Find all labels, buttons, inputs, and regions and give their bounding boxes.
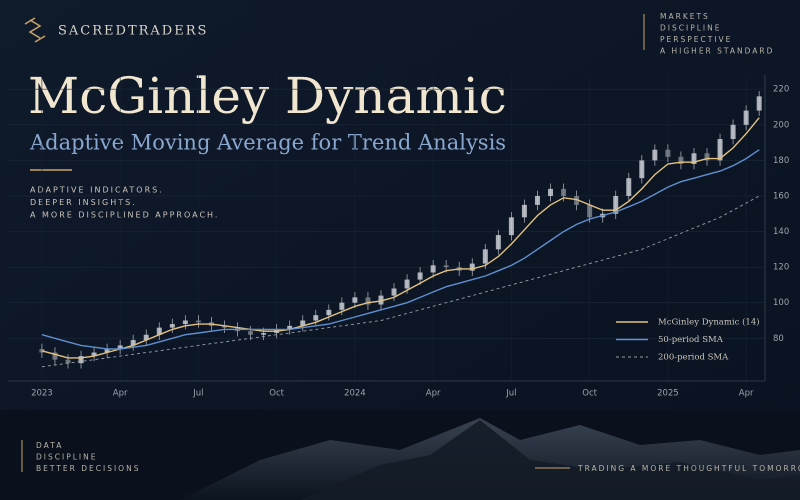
footer-tagline: TRADING A MORE THOUGHTFUL TOMORROW (577, 464, 800, 473)
x-tick-label: Jul (505, 389, 516, 399)
candle-body (287, 325, 293, 330)
candle-body (300, 320, 306, 326)
candle-body (574, 195, 580, 205)
candle-body (626, 178, 632, 196)
candle-body (743, 110, 749, 125)
candle-body (469, 263, 475, 271)
candle-body (587, 204, 593, 218)
x-tick-label: Oct (269, 389, 284, 399)
candle-body (91, 352, 97, 357)
candle-body (704, 153, 710, 161)
candle-body (352, 297, 358, 303)
candle-body (508, 217, 514, 236)
candle-body (430, 265, 436, 273)
footer-line: BETTER DECISIONS (36, 464, 140, 473)
candle-body (313, 315, 319, 321)
chart-title: McGinley Dynamic (28, 67, 507, 125)
candle-body (482, 249, 488, 264)
candle-body (443, 265, 449, 268)
candle-body (143, 334, 149, 341)
candle-body (195, 320, 201, 323)
series-line (41, 195, 760, 368)
candle-body (756, 96, 762, 111)
candle-body (730, 124, 736, 140)
candle-body (78, 356, 84, 364)
candle-body (326, 309, 332, 316)
x-tick-label: Oct (582, 389, 597, 399)
candle-body (534, 195, 540, 205)
y-tick-label: 220 (773, 85, 789, 95)
candle-body (639, 160, 645, 179)
candle-body (156, 327, 162, 335)
y-tick-label: 180 (773, 156, 789, 166)
candle-body (613, 195, 619, 214)
candle-body (52, 352, 58, 360)
legend-label: 50-period SMA (658, 335, 724, 345)
candle-body (182, 320, 188, 325)
y-tick-label: 100 (773, 298, 789, 308)
candle-body (248, 331, 254, 335)
candle-body (221, 325, 227, 328)
candle-body (169, 324, 175, 328)
intro-line: DEEPER INSIGHTS. (30, 198, 137, 207)
candle-body (117, 345, 123, 349)
candle-body (678, 156, 684, 164)
y-tick-label: 200 (773, 120, 789, 130)
candle-body (404, 279, 410, 289)
candle-body (261, 332, 267, 335)
header-tag: A HIGHER STANDARD (660, 47, 774, 56)
x-tick-label: Apr (426, 389, 441, 399)
candle-body (65, 359, 71, 364)
intro-line: ADAPTIVE INDICATORS. (30, 186, 164, 195)
x-tick-label: Apr (739, 389, 754, 399)
header-tag: MARKETS (660, 12, 710, 21)
candle-body (691, 153, 697, 164)
logo-icon (24, 17, 46, 43)
x-tick-label: Apr (113, 389, 128, 399)
y-tick-label: 140 (773, 227, 789, 237)
candle-body (39, 348, 45, 353)
candle-body (521, 204, 527, 218)
y-tick-label: 160 (773, 191, 789, 201)
candle-body (652, 149, 658, 161)
candle-body (717, 139, 723, 161)
candle-body (378, 295, 384, 305)
y-tick-label: 120 (773, 263, 789, 273)
series-line (41, 117, 760, 359)
series-line (41, 149, 760, 350)
candle-body (417, 272, 423, 280)
footer-line: DATA (36, 441, 63, 450)
candle-body (130, 340, 136, 346)
chart-subtitle: Adaptive Moving Average for Trend Analys… (29, 131, 506, 155)
candle-body (104, 348, 110, 353)
header-tag: DISCIPLINE (660, 24, 721, 33)
intro-line: A MORE DISCIPLINED APPROACH. (30, 211, 219, 220)
candle-body (548, 188, 554, 196)
y-tick-label: 80 (773, 334, 784, 344)
legend-label: 200-period SMA (658, 353, 729, 363)
x-tick-label: 2023 (31, 389, 53, 399)
candle-body (339, 302, 345, 310)
footer-line: DISCIPLINE (36, 453, 97, 462)
candle-body (561, 188, 567, 196)
x-tick-label: 2024 (344, 389, 366, 399)
candle-body (365, 297, 371, 305)
candle-body (495, 235, 501, 250)
brand: SACREDTRADERS (58, 24, 208, 39)
candle-body (391, 288, 397, 296)
candle-body (665, 149, 671, 157)
x-tick-label: Jul (192, 389, 203, 399)
mountains-front (300, 420, 800, 500)
x-tick-label: 2025 (657, 389, 679, 399)
header-tag: PERSPECTIVE (660, 35, 732, 44)
legend-label: McGinley Dynamic (14) (658, 317, 760, 328)
